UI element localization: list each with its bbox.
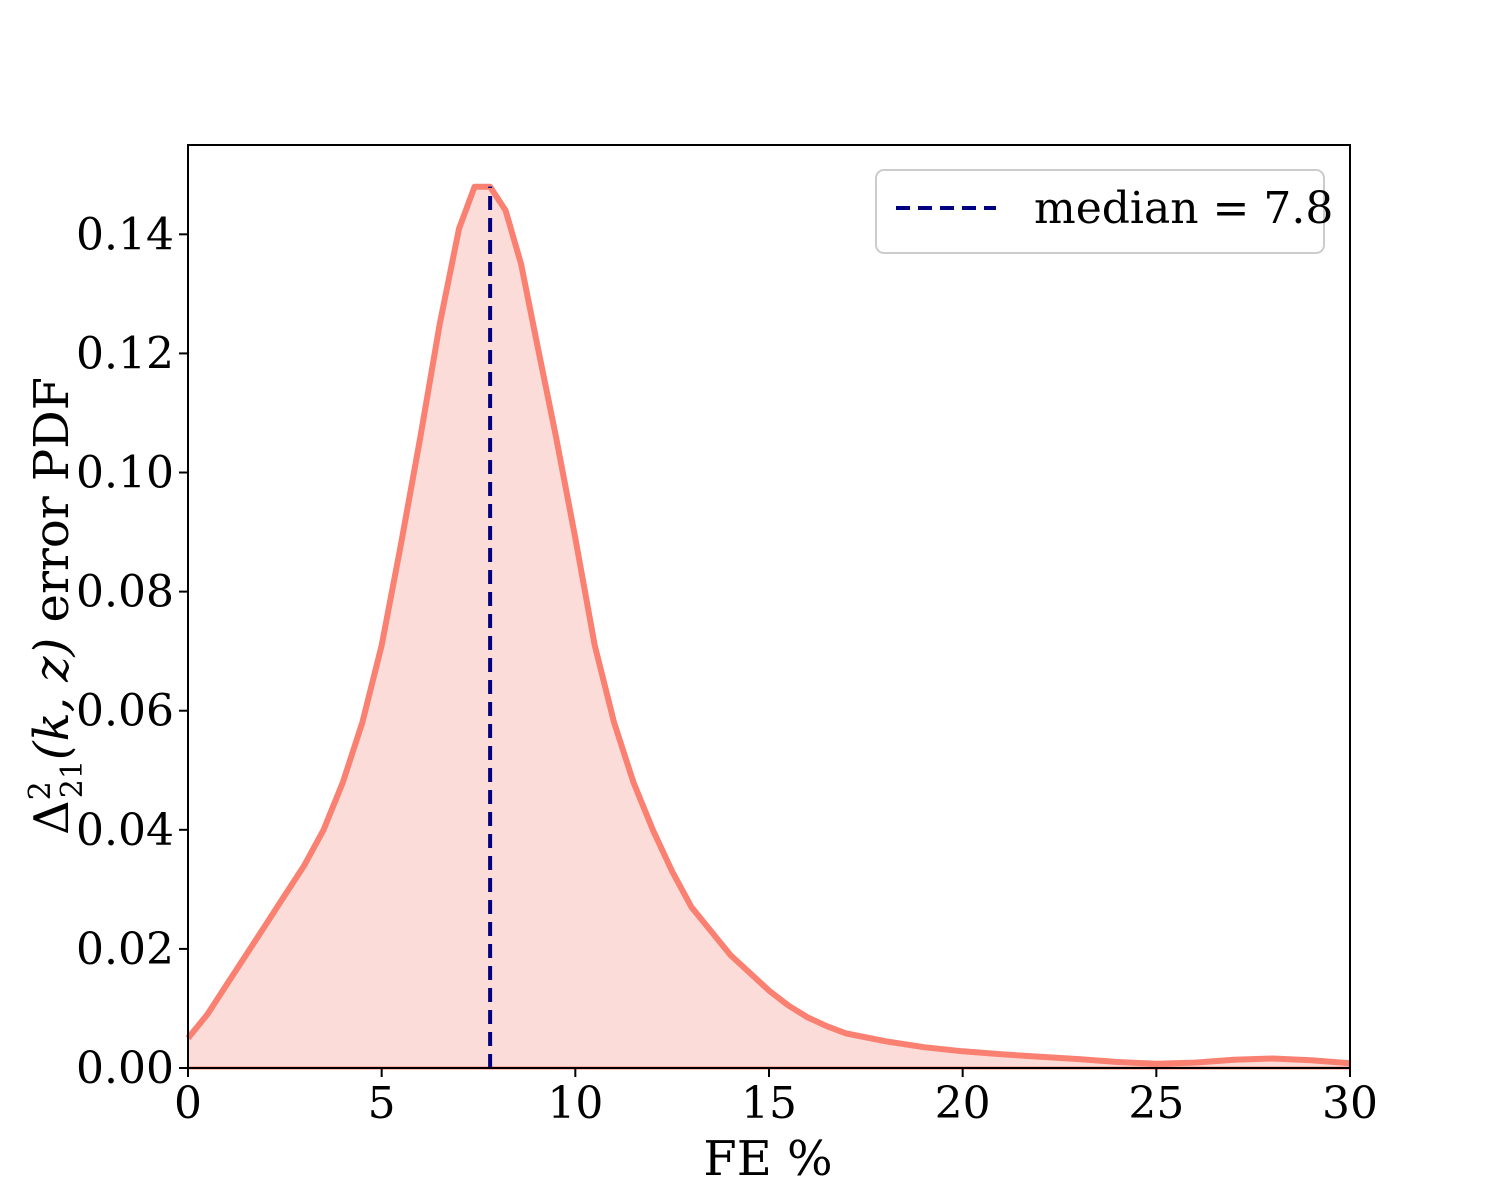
x-tick-label: 30: [1322, 1078, 1378, 1129]
y-axis-title: Δ221(k, z) error PDF: [23, 377, 90, 835]
legend-label: median = 7.8: [1034, 183, 1333, 234]
x-tick-label: 0: [174, 1078, 202, 1129]
y-tick-label: 0.06: [76, 686, 174, 737]
y-tick-label: 0.12: [76, 328, 174, 379]
y-axis-title-delta: Δ: [24, 800, 80, 835]
pdf-fill-area: [188, 186, 1350, 1068]
y-axis: 0.00 0.02 0.04 0.06 0.08 0.10 0.12 0.14: [76, 209, 188, 1094]
x-tick-label: 5: [368, 1078, 396, 1129]
legend: median = 7.8: [875, 169, 1333, 254]
y-axis-title-superscript: 2: [23, 781, 58, 800]
y-axis-title-subscript: 21: [55, 760, 90, 798]
y-tick-label: 0.08: [76, 567, 174, 618]
x-tick-label: 10: [547, 1078, 603, 1129]
x-tick-label: 20: [935, 1078, 991, 1129]
pdf-curve-line: [185, 183, 1351, 1067]
y-axis-title-args: (k, z): [24, 638, 80, 760]
y-tick-label: 0.02: [76, 924, 174, 975]
x-tick-label: 15: [741, 1078, 797, 1129]
legend-box: [875, 169, 1325, 254]
y-tick-label: 0.10: [76, 448, 174, 499]
x-axis: 0 5 10 15 20 25 30: [174, 1068, 1378, 1129]
y-axis-title-rest: error PDF: [24, 377, 80, 638]
x-tick-label: 25: [1128, 1078, 1184, 1129]
y-tick-label: 0.00: [76, 1043, 174, 1094]
y-tick-label: 0.04: [76, 805, 174, 856]
x-axis-title: FE %: [703, 1131, 832, 1187]
y-tick-label: 0.14: [76, 209, 174, 260]
